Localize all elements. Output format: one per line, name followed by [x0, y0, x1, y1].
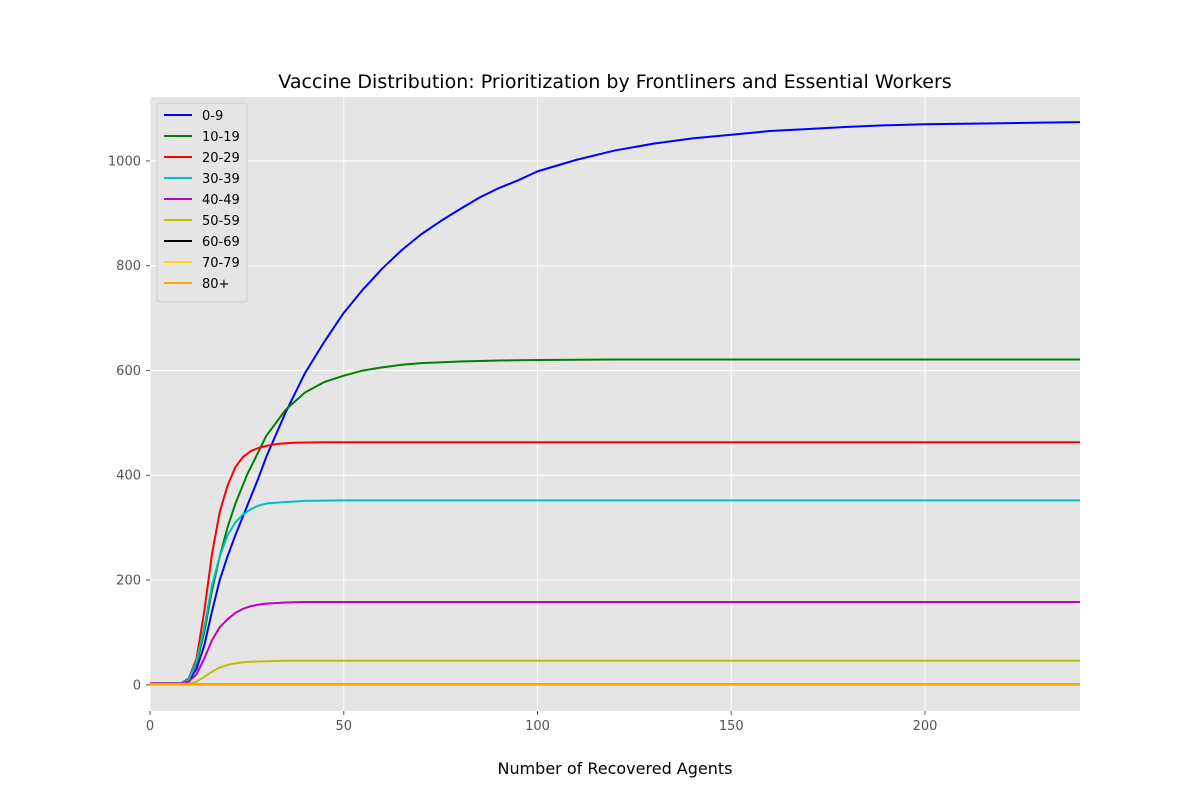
x-axis-label: Number of Recovered Agents: [497, 759, 732, 778]
legend-label: 50-59: [202, 214, 240, 229]
legend-box: [156, 102, 248, 303]
legend-label: 80+: [202, 277, 229, 292]
legend-label: 20-29: [202, 151, 240, 166]
legend-label: 0-9: [202, 109, 223, 124]
legend: 0-9 10-19 20-29 30-39 40-49 50-59 60-69 70-79 80…: [156, 102, 248, 303]
x-tick-label: 50: [335, 719, 352, 734]
y-tick-label: 200: [116, 574, 141, 589]
legend-item: 40-49: [164, 193, 240, 208]
legend-item: 0-9: [164, 109, 223, 124]
series-line-0-9: [150, 121, 1081, 685]
legend-item: 30-39: [164, 172, 240, 187]
series-line-50-59: [150, 659, 1080, 685]
y-tick-label: 800: [116, 259, 141, 274]
legend-label: 30-39: [202, 172, 240, 187]
legend-item: 20-29: [164, 151, 240, 166]
legend-item: 80+: [164, 277, 229, 292]
legend-label: 60-69: [202, 235, 240, 250]
legend-label: 40-49: [202, 193, 240, 208]
legend-item: 50-59: [164, 214, 240, 229]
x-tick-label: 200: [913, 719, 938, 734]
series-lines: [150, 121, 1081, 686]
y-tick-label: 600: [116, 364, 141, 379]
legend-label: 10-19: [202, 130, 240, 145]
legend-item: 60-69: [164, 235, 240, 250]
series-line-30-39: [150, 499, 1080, 685]
x-axis-ticks: 0 50 100 150 200: [146, 711, 938, 734]
x-tick-label: 0: [146, 719, 154, 734]
legend-item: 70-79: [164, 256, 240, 271]
x-tick-label: 150: [719, 719, 744, 734]
grid-lines: [149, 97, 1080, 711]
legend-label: 70-79: [202, 256, 240, 271]
legend-item: 10-19: [164, 130, 240, 145]
x-tick-label: 100: [525, 719, 550, 734]
series-line-40-49: [150, 601, 1080, 685]
series-line-20-29: [150, 441, 1080, 685]
y-tick-label: 1000: [108, 154, 141, 169]
chart-title: Vaccine Distribution: Prioritization by …: [278, 71, 951, 93]
y-axis-ticks: 0 200 400 600 800 1000: [108, 154, 150, 693]
y-tick-label: 400: [116, 469, 141, 484]
y-tick-label: 0: [133, 678, 141, 693]
